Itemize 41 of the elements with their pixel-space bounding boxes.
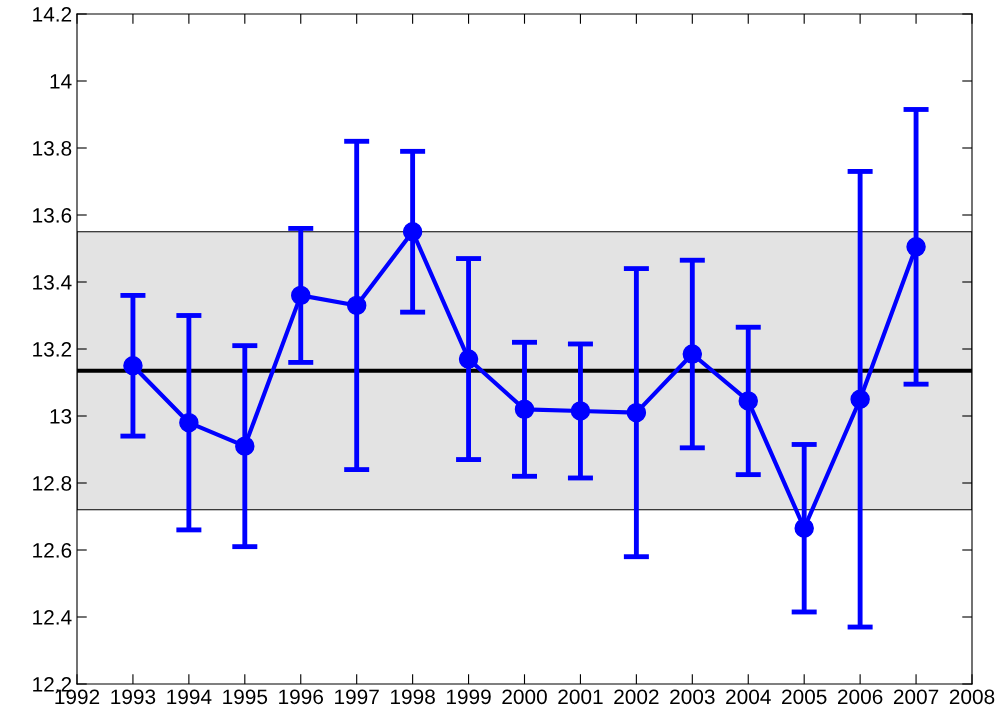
x-tick-label: 2002 xyxy=(614,689,659,705)
point xyxy=(738,391,758,411)
y-tick-label: 13.4 xyxy=(33,275,72,290)
x-tick-label: 1999 xyxy=(446,689,491,705)
y-tick-label: 13.6 xyxy=(33,208,72,223)
point xyxy=(626,402,647,423)
y-tick-label: 13.8 xyxy=(33,141,72,156)
x-tick-label: 2000 xyxy=(502,689,547,705)
point xyxy=(570,401,591,421)
point xyxy=(458,349,479,369)
x-tick-label: 2006 xyxy=(838,689,883,705)
x-tick-label: 1995 xyxy=(223,689,268,705)
point xyxy=(235,436,255,456)
x-tick-label: 1993 xyxy=(111,689,156,705)
point xyxy=(906,237,926,257)
y-tick-label: 14 xyxy=(50,74,72,89)
point xyxy=(179,412,199,433)
x-tick-label: 2007 xyxy=(893,689,939,705)
point xyxy=(402,222,423,242)
point xyxy=(794,518,814,538)
x-tick-label: 2005 xyxy=(782,689,827,705)
x-tick-label: 2003 xyxy=(670,689,715,705)
point xyxy=(850,389,870,409)
y-tick-label: 13 xyxy=(50,409,72,424)
point xyxy=(123,356,143,376)
x-tick-label: 2001 xyxy=(558,689,603,705)
x-tick-label: 1996 xyxy=(279,689,324,705)
point xyxy=(514,399,535,420)
y-tick-label: 12.8 xyxy=(33,476,72,491)
y-tick-label: 12.4 xyxy=(33,610,72,625)
x-tick-label: 1997 xyxy=(335,689,379,705)
point xyxy=(291,285,311,306)
point xyxy=(346,295,367,316)
y-tick-label: 13.2 xyxy=(33,342,72,357)
x-tick-label: 2004 xyxy=(726,689,771,705)
x-tick-label: 1994 xyxy=(167,689,212,705)
y-tick-label: 12.6 xyxy=(33,543,72,558)
x-tick-label: 2008 xyxy=(949,689,995,705)
point xyxy=(682,344,703,364)
y-tick-label: 14.2 xyxy=(33,7,72,22)
x-tick-label: 1998 xyxy=(391,689,435,705)
